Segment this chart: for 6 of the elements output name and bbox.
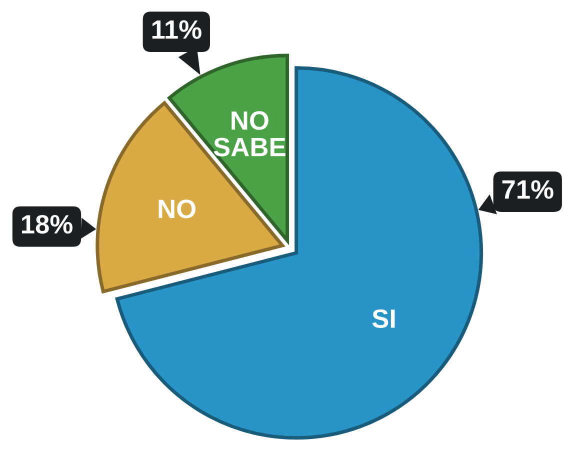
data-label: 11% <box>152 20 202 39</box>
data-label: 71% <box>502 180 554 199</box>
slice-label: NO <box>158 200 196 218</box>
slice-label: NO SABE <box>214 111 286 156</box>
slice-label: SI <box>372 309 395 328</box>
data-label: 18% <box>22 214 72 234</box>
